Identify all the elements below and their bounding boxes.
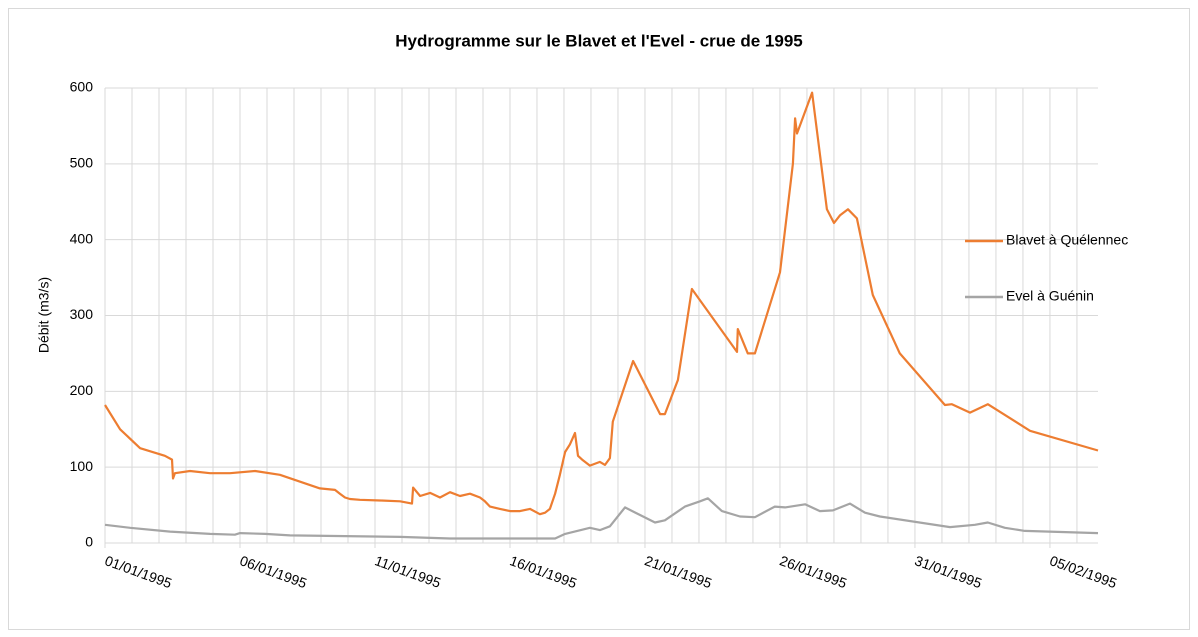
y-tick-label: 400 xyxy=(70,230,94,246)
y-tick-label: 100 xyxy=(70,458,94,474)
legend-label: Evel à Guénin xyxy=(1006,288,1094,304)
y-tick-label: 300 xyxy=(70,306,94,322)
chart-title: Hydrogramme sur le Blavet et l'Evel - cr… xyxy=(395,31,803,50)
y-tick-label: 200 xyxy=(70,382,94,398)
y-tick-label: 600 xyxy=(70,79,94,95)
series-line xyxy=(104,497,1099,540)
series-line xyxy=(104,91,1099,516)
chart-frame xyxy=(8,8,1190,630)
y-tick-label: 0 xyxy=(85,534,93,550)
y-axis-label: Débit (m3/s) xyxy=(36,277,52,353)
legend-label: Blavet à Quélennec xyxy=(1006,232,1128,248)
y-tick-label: 500 xyxy=(70,155,94,171)
